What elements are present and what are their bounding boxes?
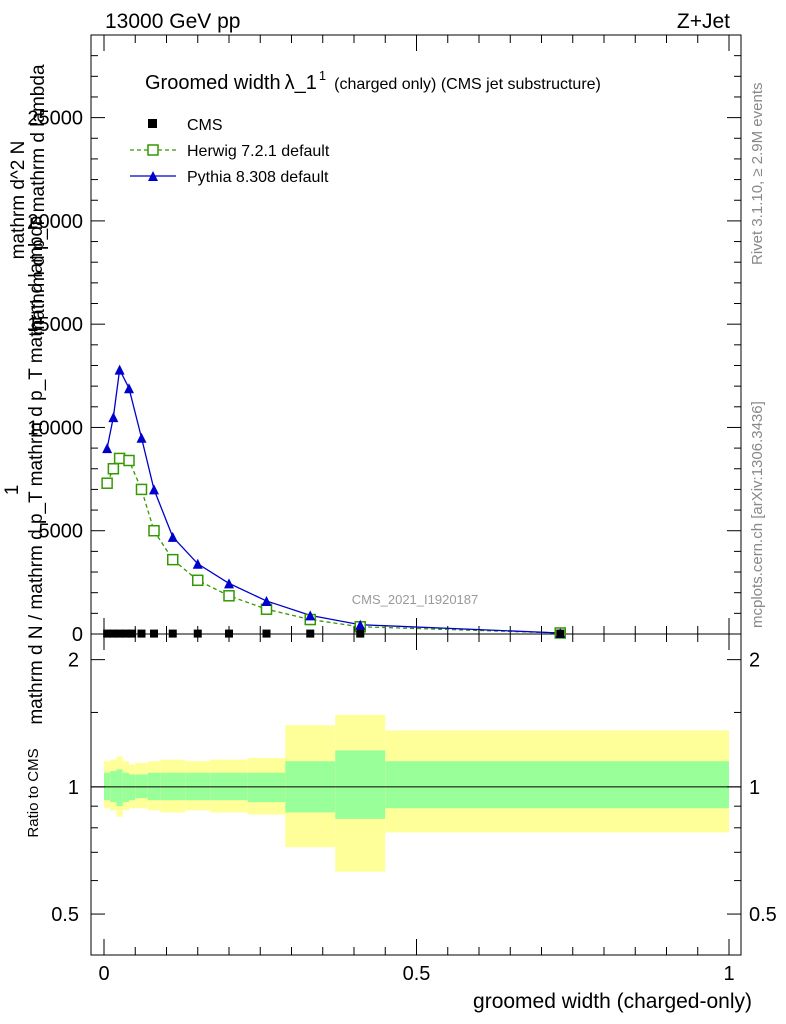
herwig-line [106, 457, 561, 634]
legend-label-herwig: Herwig 7.2.1 default [187, 143, 330, 160]
plot-title: Groomed width λ_1 1 (charged only) (CMS jet… [145, 68, 601, 94]
cms-point-8 [193, 629, 202, 638]
pythia-point-0 [102, 443, 113, 454]
herwig-point-2 [113, 452, 126, 465]
ratio-y-label: Ratio to CMS [25, 748, 42, 837]
watermark: CMS_2021_I1920187 [352, 592, 479, 607]
cms-point-4 [128, 629, 137, 638]
cms-point-12 [356, 629, 365, 638]
band-inner-13 [385, 761, 729, 809]
herwig-point-5 [148, 524, 160, 537]
legend-marker-cms [148, 119, 157, 128]
pythia-point-8 [224, 578, 234, 589]
title-superscript: 1 [319, 68, 326, 83]
x-tick-label-2: 1 [723, 963, 734, 985]
pythia-point-1 [108, 412, 119, 423]
cms-point-0 [103, 629, 112, 638]
y-label-den2: mathrm d p_T mathrm d lambda [28, 64, 49, 335]
y-tick-label-3: 15000 [27, 314, 83, 336]
herwig-point-3 [123, 454, 135, 467]
cms-point-5 [137, 629, 146, 638]
ratio-y-tick-label-left-0: 0.5 [51, 904, 79, 926]
cms-point-6 [150, 629, 158, 638]
side-label-top: Rivet 3.1.10, ≥ 2.9M events [749, 83, 766, 266]
title-suffix: (charged only) (CMS jet substructure) [334, 76, 601, 93]
legend: CMS Herwig 7.2.1 default Pythia 8.308 de… [130, 117, 330, 186]
pythia-point-10 [305, 610, 316, 621]
cms-point-1 [109, 629, 118, 638]
herwig-point-0 [101, 477, 113, 489]
x-tick-label-1: 0.5 [403, 963, 431, 985]
y-tick-label-1: 5000 [39, 521, 84, 543]
title-symbol: λ_1 [285, 72, 317, 94]
pythia-point-5 [149, 484, 159, 495]
band-inner-5 [135, 774, 148, 799]
labels-layer: 13000 GeV pp Z+Jet CMS_2021_I1920187 Riv… [2, 10, 777, 1013]
y-tick-label-2: 10000 [27, 417, 83, 439]
y-tick-label-4: 20000 [27, 211, 83, 233]
cms-point-7 [168, 629, 177, 638]
y-label-den: mathrm d N / mathrm d p_T mathrm d p_T m… [26, 215, 47, 725]
pythia-point-6 [167, 531, 178, 542]
x-axis-label: groomed width (charged-only) [473, 990, 752, 1013]
side-label-bottom: mcplots.cern.ch [arXiv:1306.3436] [749, 401, 766, 628]
pythia-point-2 [114, 364, 125, 375]
band-inner-10 [247, 772, 286, 803]
ratio-y-tick-label-right-2: 2 [749, 650, 760, 672]
header-left: 13000 GeV pp [105, 10, 240, 33]
pythia-point-4 [136, 432, 147, 443]
main-frame [90, 34, 742, 635]
legend-label-pythia: Pythia 8.308 default [187, 169, 329, 186]
band-inner-12 [335, 750, 386, 819]
title-main: Groomed width [145, 72, 281, 94]
pythia-point-3 [124, 383, 134, 394]
ratio-y-tick-label-left-1: 1 [68, 777, 79, 799]
y-tick-label-5: 25000 [27, 108, 83, 130]
ratio-y-tick-label-left-2: 2 [68, 650, 79, 672]
cms-point-13 [556, 629, 565, 638]
ratio-frame [90, 633, 742, 956]
pythia-line [106, 367, 561, 634]
ratio-bands [104, 714, 729, 872]
y-tick-label-0: 0 [72, 624, 83, 646]
herwig-point-7 [192, 574, 204, 587]
series-layer [101, 364, 566, 639]
ratio-y-tick-label-right-1: 1 [749, 777, 760, 799]
pythia-point-11 [355, 619, 366, 630]
x-tick-label-0: 0 [98, 963, 109, 985]
y-label-num2: mathrm d^2 N [8, 141, 29, 260]
ratio-y-tick-label-right-0: 0.5 [749, 904, 777, 926]
herwig-point-8 [223, 590, 235, 602]
cms-point-10 [262, 629, 271, 638]
legend-label-cms: CMS [187, 117, 223, 134]
cms-point-3 [121, 629, 130, 638]
y-label-num: 1 [2, 485, 23, 496]
cms-point-11 [306, 629, 315, 638]
cms-point-2 [115, 629, 124, 638]
pythia-point-7 [192, 558, 203, 569]
header-right: Z+Jet [677, 10, 730, 33]
band-inner-3 [122, 772, 129, 803]
band-inner-2 [116, 769, 123, 807]
cms-point-9 [225, 629, 233, 638]
legend-marker-pythia [148, 171, 158, 181]
herwig-point-1 [107, 463, 120, 475]
pythia-point-9 [261, 595, 272, 606]
herwig-point-4 [135, 483, 148, 496]
legend-marker-herwig [147, 144, 159, 156]
herwig-point-6 [167, 553, 179, 566]
